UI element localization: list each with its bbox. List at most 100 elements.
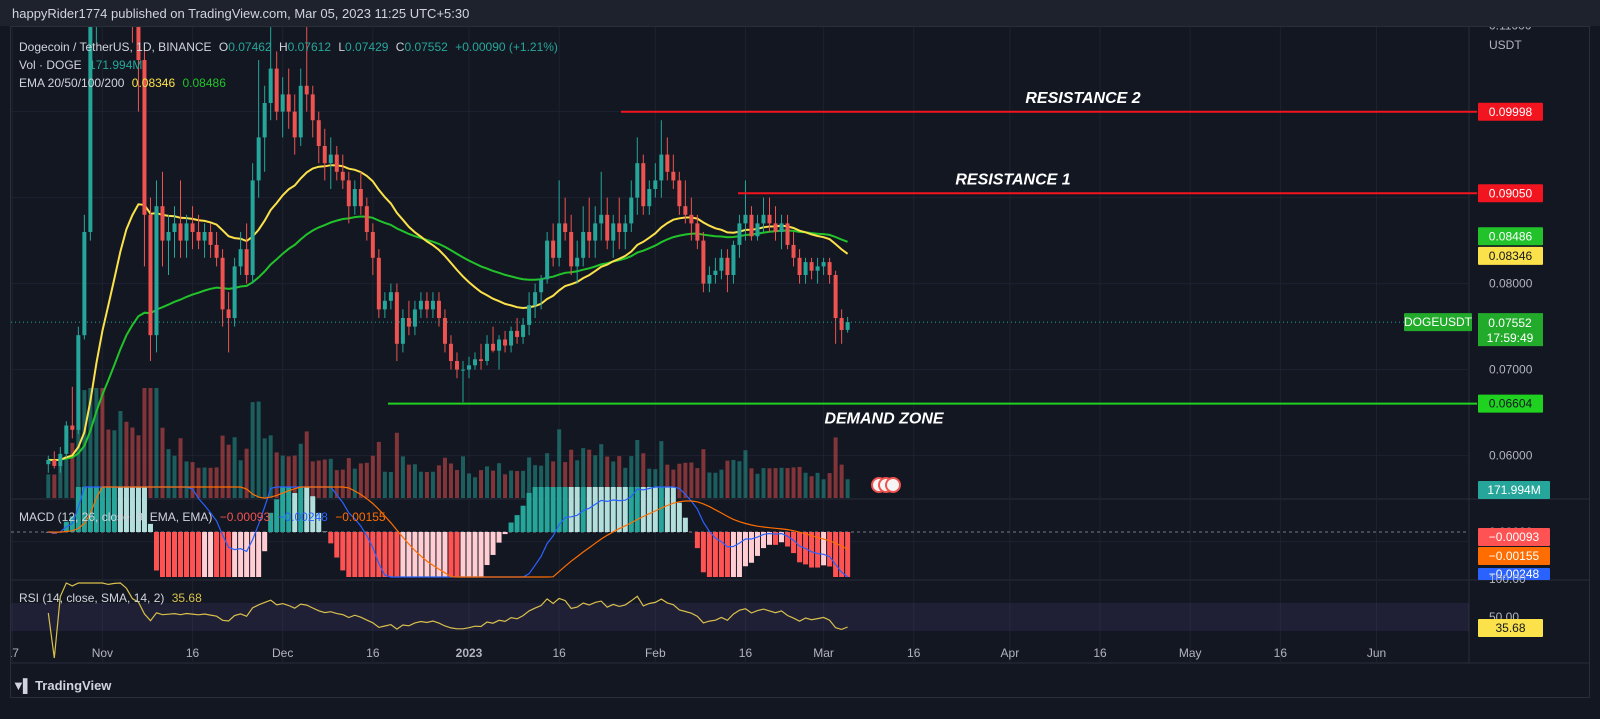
r2-price-tag-text: 0.09998 — [1489, 105, 1533, 119]
candle-body — [406, 318, 411, 327]
volume-label: Vol · DOGE — [19, 58, 82, 72]
ema-green-price-tag-bg — [1478, 227, 1543, 246]
time-tick-label: 16 — [1274, 646, 1288, 660]
rsi-band — [11, 603, 1469, 631]
macd-histogram-bar — [394, 532, 400, 577]
volume-bar — [599, 444, 604, 498]
macd-histogram-bar — [664, 487, 670, 532]
candle-body — [238, 249, 243, 267]
volume-bar — [178, 438, 183, 498]
candle-body — [785, 223, 790, 245]
volume-bar — [569, 449, 574, 498]
macd-histogram-bar — [532, 487, 538, 532]
candle-body — [569, 232, 574, 267]
macd-histogram-bar — [598, 487, 604, 532]
candle-body — [364, 206, 369, 232]
macd-histogram-bar — [616, 487, 622, 532]
volume-series — [46, 388, 850, 498]
candle-body — [839, 318, 844, 331]
macd-histogram-bar — [730, 532, 736, 577]
volume-bar — [635, 440, 640, 498]
candle-body — [430, 300, 435, 310]
macd-histogram-bar — [520, 505, 526, 532]
demand-zone-label: DEMAND ZONE — [824, 411, 944, 428]
ema-yellow-price-tag: 0.08346 — [1478, 246, 1543, 265]
volume-bar — [485, 466, 490, 498]
volume-legend[interactable]: Vol · DOGE 171.994M — [19, 58, 146, 72]
macd-histogram-bar — [424, 532, 430, 577]
r2-price-tag-bg — [1478, 102, 1543, 121]
candle-body — [737, 223, 742, 245]
macd-histogram-bar — [622, 487, 628, 532]
candle-body — [587, 232, 592, 241]
macd-histogram-bar — [382, 532, 388, 577]
candle-body — [557, 223, 562, 258]
volume-bar — [352, 468, 357, 498]
candle-body — [677, 180, 682, 207]
macd-histogram-bar — [352, 532, 358, 577]
candle-body — [208, 232, 213, 245]
candle-body — [767, 214, 772, 224]
rsi-legend[interactable]: RSI (14, close, SMA, 14, 2) 35.68 — [19, 591, 206, 605]
last-price-text: 0.07552 — [1488, 316, 1532, 330]
candle-body — [491, 343, 496, 351]
volume-bar — [430, 471, 435, 498]
macd-histogram-bar — [400, 532, 406, 577]
chart-frame[interactable]: USDT0.120000.110000.100000.090000.080000… — [10, 26, 1590, 698]
volume-bar — [593, 455, 598, 498]
macd-histogram-bar — [111, 487, 117, 532]
symbol-legend[interactable]: Dogecoin / TetherUS, 1D, BINANCE O0.0746… — [19, 40, 562, 54]
candle-body — [436, 300, 441, 318]
macd-histogram-bar — [328, 532, 334, 544]
price-tick-label: 0.11000 — [1489, 27, 1532, 33]
macd-line-tag-text: −0.00248 — [1489, 567, 1540, 581]
candle-body — [809, 262, 814, 271]
open-value: 0.07462 — [228, 40, 272, 54]
macd-histogram-bar — [196, 532, 202, 577]
volume-bar — [749, 468, 754, 498]
macd-signal-tag: −0.00155 — [1478, 547, 1550, 565]
macd-legend[interactable]: MACD (12, 26, close, 9, EMA, EMA) −0.000… — [19, 510, 390, 524]
macd-histogram-bar — [502, 532, 508, 535]
volume-bar — [460, 456, 465, 498]
volume-bar — [130, 427, 135, 498]
volume-bar — [821, 479, 826, 498]
time-tick-label: Jun — [1367, 646, 1386, 660]
candle-body — [545, 240, 550, 280]
macd-histogram-bar — [773, 532, 779, 545]
candle-body — [418, 300, 423, 310]
volume-bar — [316, 460, 321, 498]
volume-bar — [424, 472, 429, 498]
macd-histogram-bar — [340, 532, 346, 571]
macd-line-tag: −0.00248 — [1478, 567, 1550, 581]
macd-histogram-bar — [556, 487, 562, 532]
macd-histogram-bar — [298, 487, 304, 532]
macd-histogram-bar — [833, 532, 839, 577]
volume-bar — [737, 461, 742, 498]
candle-body — [479, 359, 484, 361]
macd-histogram-bar — [418, 532, 424, 577]
candle-body — [797, 257, 802, 275]
ema-legend[interactable]: EMA 20/50/100/200 0.08346 0.08486 — [19, 76, 230, 90]
candle-body — [328, 154, 333, 164]
candle-body — [280, 94, 285, 112]
time-tick-label: 16 — [552, 646, 566, 660]
macd-histogram-bar — [634, 487, 640, 532]
candle-body — [142, 60, 147, 215]
macd-histogram-bar — [815, 532, 821, 568]
candle-body — [719, 257, 724, 271]
demand-price-tag-bg — [1478, 394, 1543, 413]
volume-bar — [809, 476, 814, 498]
candle-body — [497, 339, 502, 351]
candle-body — [190, 223, 195, 232]
candle-body — [731, 244, 736, 275]
volume-bar — [479, 470, 484, 498]
time-tick-label: 16 — [186, 646, 200, 660]
tradingview-logo[interactable]: ▼▌ TradingView — [12, 678, 111, 693]
macd-histogram-bar — [280, 487, 286, 532]
macd-histogram-bar — [754, 532, 760, 556]
macd-histogram-bar — [568, 487, 574, 532]
volume-bar — [388, 472, 393, 498]
candle-body — [689, 214, 694, 224]
chart-canvas[interactable]: USDT0.120000.110000.100000.090000.080000… — [11, 27, 1589, 697]
